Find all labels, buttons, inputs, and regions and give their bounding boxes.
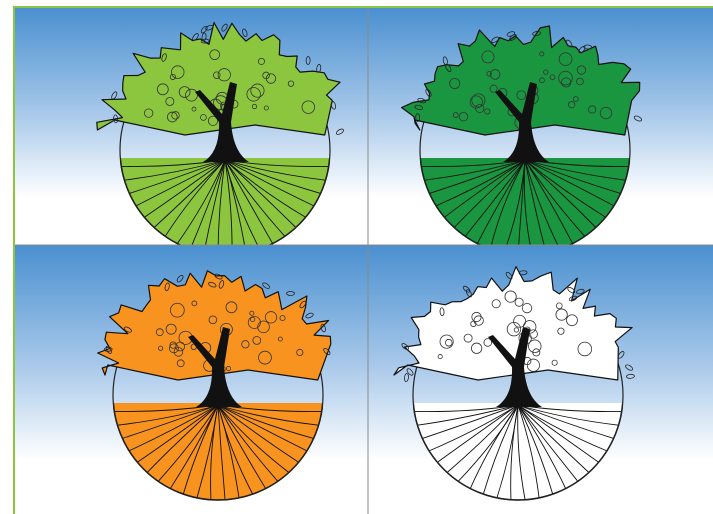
tree-panel	[368, 245, 713, 514]
tree-panel	[15, 245, 368, 514]
tree-panel	[15, 8, 368, 255]
frame-top	[13, 6, 713, 8]
frame-left	[13, 6, 15, 514]
illustration	[0, 0, 713, 514]
tree-panel	[368, 8, 713, 255]
